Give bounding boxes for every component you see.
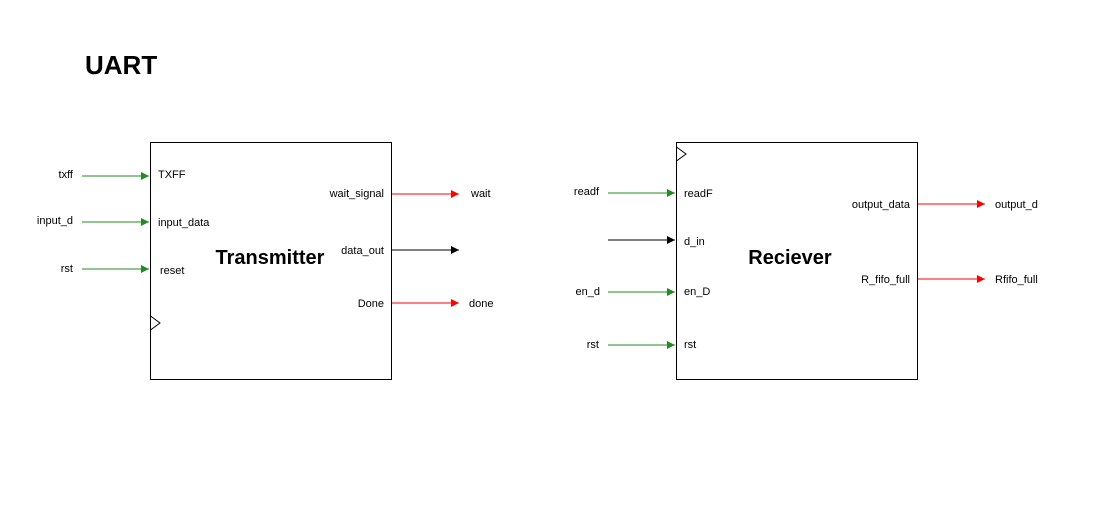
signal-label: txff (59, 169, 74, 181)
signal-label: output_d (995, 199, 1038, 211)
receiver-box (676, 142, 918, 380)
page-title: UART (85, 50, 157, 80)
port-label: wait_signal (329, 188, 384, 200)
receiver-output-rfifo-full: R_fifo_full Rfifo_full (861, 274, 1038, 286)
transmitter-block: Transmitter txff TXFF input_d input_data… (37, 142, 494, 380)
signal-label: Rfifo_full (995, 274, 1038, 286)
port-label: d_in (684, 236, 705, 248)
transmitter-input-input-d: input_d input_data (37, 215, 210, 229)
signal-label: done (469, 298, 493, 310)
port-label: TXFF (158, 169, 186, 181)
transmitter-input-txff: txff TXFF (59, 169, 186, 181)
receiver-output-output-d: output_data output_d (852, 199, 1038, 211)
transmitter-output-done: Done done (358, 298, 494, 310)
receiver-input-en-d: en_d en_D (576, 286, 711, 298)
transmitter-output-wait: wait_signal wait (329, 188, 491, 200)
transmitter-input-rst: rst reset (61, 263, 185, 277)
signal-label: en_d (576, 286, 600, 298)
transmitter-box (150, 142, 392, 380)
receiver-title: Reciever (748, 247, 832, 269)
transmitter-output-data-out: data_out (341, 245, 459, 257)
signal-label: rst (587, 339, 599, 351)
signal-label: wait (470, 188, 491, 200)
port-label: reset (160, 265, 184, 277)
port-label: rst (684, 339, 696, 351)
port-label: output_data (852, 199, 911, 211)
port-label: en_D (684, 286, 710, 298)
port-label: input_data (158, 217, 210, 229)
receiver-block: Reciever readf readF d_in en_d en_D rst … (574, 142, 1038, 380)
port-label: R_fifo_full (861, 274, 910, 286)
receiver-input-d-in: d_in (608, 236, 705, 248)
port-label: data_out (341, 245, 384, 257)
port-label: Done (358, 298, 384, 310)
transmitter-title: Transmitter (216, 247, 325, 269)
signal-label: rst (61, 263, 73, 275)
signal-label: input_d (37, 215, 73, 227)
receiver-clock-icon (676, 146, 687, 162)
receiver-input-rst: rst rst (587, 339, 696, 351)
port-label: readF (684, 188, 713, 200)
transmitter-clock-icon (150, 315, 161, 331)
receiver-input-readf: readf readF (574, 186, 713, 200)
signal-label: readf (574, 186, 600, 198)
